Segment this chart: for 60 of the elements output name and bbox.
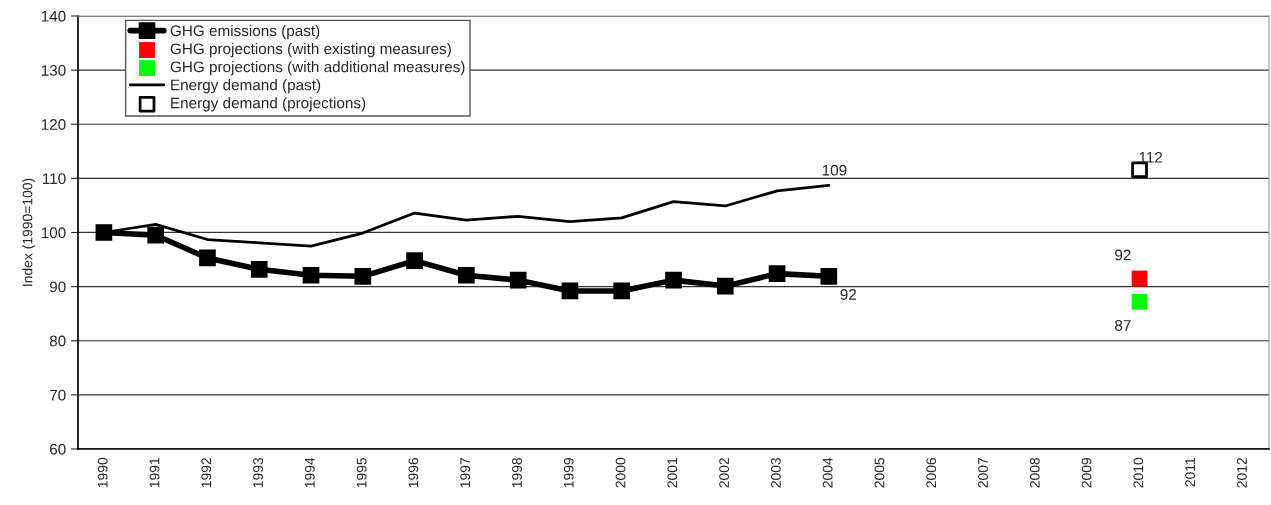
x-tick-label: 1992: [201, 458, 212, 488]
y-tick-label: 130: [41, 64, 66, 76]
y-axis-title: Index (1990=100): [22, 178, 36, 286]
point: [1131, 161, 1148, 179]
x-tick-label: 2007: [978, 458, 988, 488]
x-tick-label: 1998: [512, 457, 522, 488]
data-label: 109: [822, 164, 847, 176]
x-tick-label: 1994: [304, 457, 315, 488]
x-tick-label: 1990: [97, 457, 108, 488]
x-tick-label: 2004: [822, 457, 833, 488]
point: [406, 252, 423, 269]
point: [354, 268, 372, 285]
x-tick-label: 2009: [1081, 457, 1092, 488]
y-tick-label: 120: [41, 119, 66, 130]
point: [147, 226, 165, 244]
y-tick-label: 100: [41, 227, 66, 239]
data-label: 92: [840, 289, 857, 300]
x-tick-label: 2002: [719, 458, 730, 488]
point: [302, 266, 320, 284]
point: [509, 271, 527, 289]
x-tick-label: 1999: [563, 457, 574, 488]
point: [820, 268, 838, 285]
x-tick-label: 1996: [408, 457, 419, 488]
point: [1131, 270, 1148, 287]
x-tick-label: 2008: [1029, 457, 1040, 488]
point: [1131, 293, 1148, 310]
x-tick-label: 2010: [1133, 457, 1144, 488]
y-tick-label: 110: [43, 173, 66, 185]
x-tick-label: 2001: [667, 458, 678, 488]
x-tick-label: 1997: [460, 458, 471, 488]
point: [458, 266, 475, 284]
legend-label: Energy demand (past): [171, 79, 321, 94]
point: [199, 249, 216, 267]
legend-label: GHG projections (with additional measures): [170, 61, 465, 76]
legend-label: GHG projections (with existing measures): [170, 42, 451, 58]
point: [768, 265, 786, 282]
point: [665, 271, 682, 289]
legend-label: Energy demand (projections): [171, 97, 366, 112]
x-tick-label: 1991: [149, 458, 160, 488]
x-tick-label: 1993: [253, 457, 263, 488]
x-tick-label: 2011: [1185, 458, 1196, 487]
point: [561, 282, 579, 300]
x-tick-label: 2012: [1237, 458, 1247, 488]
x-tick-label: 2005: [874, 457, 885, 488]
y-tick-label: 60: [49, 443, 66, 455]
x-tick-label: 2006: [926, 457, 937, 488]
x-tick-label: 1995: [356, 457, 367, 488]
data-label: 112: [1139, 151, 1163, 163]
y-tick-label: 90: [49, 281, 66, 293]
legend-label: GHG emissions (past): [170, 24, 320, 40]
point: [716, 277, 734, 295]
point: [250, 260, 268, 278]
y-tick-label: 70: [49, 389, 66, 401]
point: [613, 282, 631, 300]
x-tick-label: 2003: [770, 457, 781, 488]
data-label: 92: [1115, 249, 1131, 261]
data-label: 87: [1115, 320, 1131, 331]
y-tick-label: 140: [41, 10, 66, 22]
y-tick-label: 80: [49, 335, 66, 347]
x-tick-label: 2000: [615, 457, 626, 488]
